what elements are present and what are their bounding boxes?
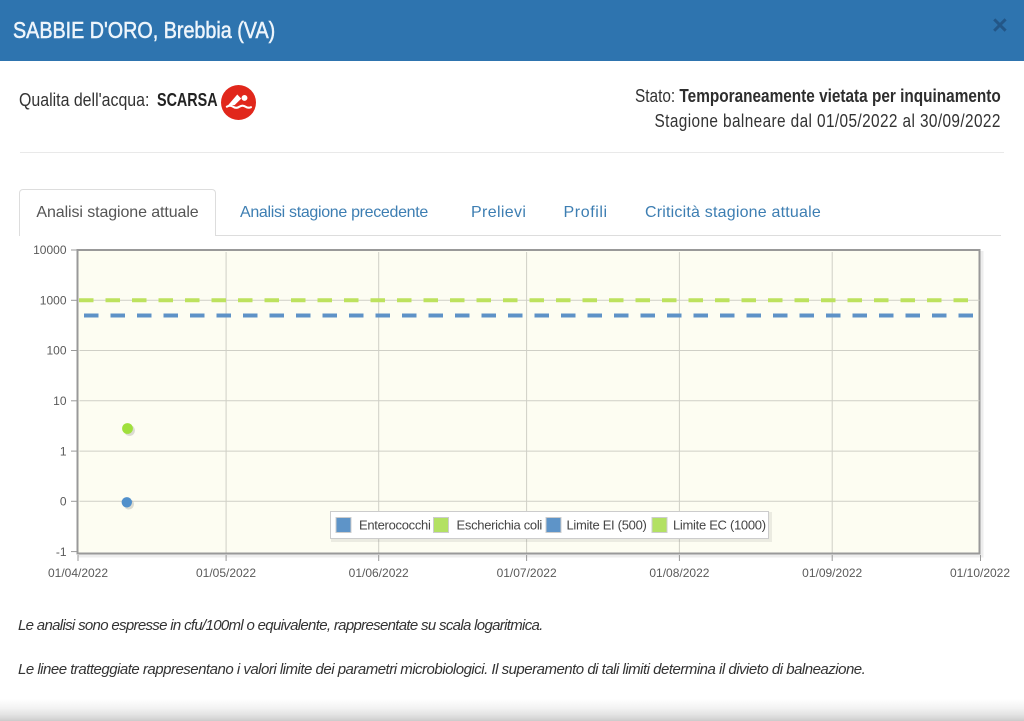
svg-text:Enterococchi: Enterococchi [359,518,431,533]
svg-text:01/04/2022: 01/04/2022 [48,566,108,580]
svg-text:0: 0 [60,495,67,509]
svg-text:-1: -1 [56,545,67,559]
svg-text:Limite EC (1000): Limite EC (1000) [673,518,766,533]
svg-text:01/07/2022: 01/07/2022 [497,566,557,580]
svg-text:1000: 1000 [40,294,67,308]
svg-text:Escherichia coli: Escherichia coli [457,518,543,533]
svg-text:01/09/2022: 01/09/2022 [802,566,862,580]
svg-text:10: 10 [53,394,67,408]
svg-text:01/10/2022: 01/10/2022 [950,566,1010,580]
svg-text:100: 100 [46,344,66,358]
svg-text:Limite EI (500): Limite EI (500) [567,518,647,533]
svg-text:10000: 10000 [33,243,67,257]
svg-text:01/08/2022: 01/08/2022 [649,566,709,580]
svg-text:01/06/2022: 01/06/2022 [349,566,409,580]
svg-text:01/05/2022: 01/05/2022 [196,566,256,580]
svg-text:1: 1 [60,444,67,458]
